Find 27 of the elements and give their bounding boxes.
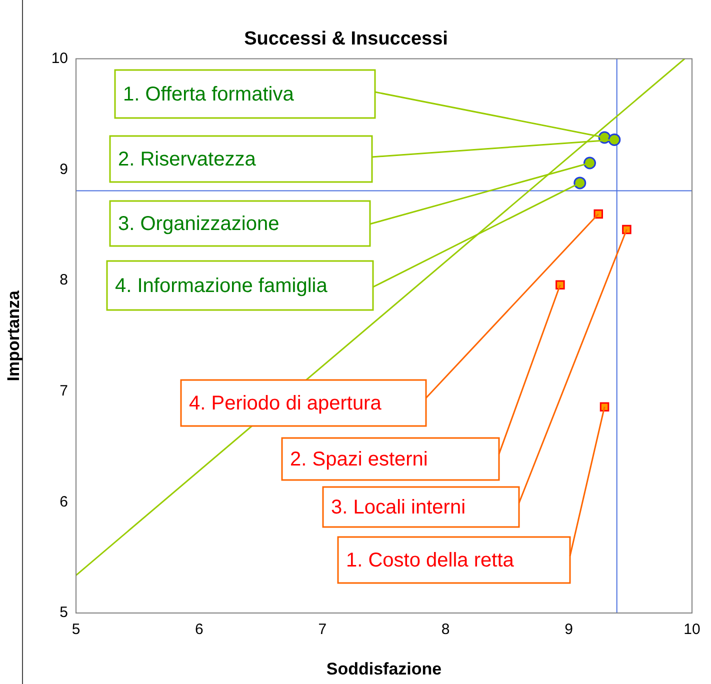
x-tick-label: 6: [195, 621, 204, 638]
annotation: 3. Organizzazione: [118, 213, 280, 236]
y-tick-label: 5: [60, 604, 68, 622]
point: [600, 402, 610, 412]
chart-title: Successi & Insuccessi: [244, 28, 448, 50]
annotation: 1. Offerta formativa: [123, 84, 295, 106]
x-tick-label: 7: [318, 621, 327, 638]
annotation: 2. Riservatezza: [118, 148, 257, 171]
y-tick-label: 10: [51, 50, 68, 67]
y-tick-label: 9: [60, 160, 68, 178]
annotation: 4. Informazione famiglia: [115, 275, 328, 298]
x-tick-label: 5: [72, 621, 80, 638]
y-axis-title: Importanza: [4, 290, 23, 382]
point: [574, 176, 586, 190]
point: [583, 156, 596, 170]
annotation: 1. Costo della retta: [346, 550, 515, 572]
y-tick-label: 6: [60, 493, 68, 510]
x-tick-label: 10: [684, 621, 700, 638]
x-axis-title: Soddisfazione: [326, 659, 442, 678]
annotation: 3. Locali interni: [331, 496, 466, 519]
x-tick-label: 8: [441, 621, 450, 638]
annotation: 4. Periodo di apertura: [189, 392, 382, 415]
x-tick-label: 9: [564, 621, 573, 638]
y-tick-label: 7: [60, 382, 68, 400]
annotation: 2. Spazi esterni: [290, 448, 428, 471]
y-tick-label: 8: [60, 272, 68, 289]
point: [608, 133, 621, 146]
